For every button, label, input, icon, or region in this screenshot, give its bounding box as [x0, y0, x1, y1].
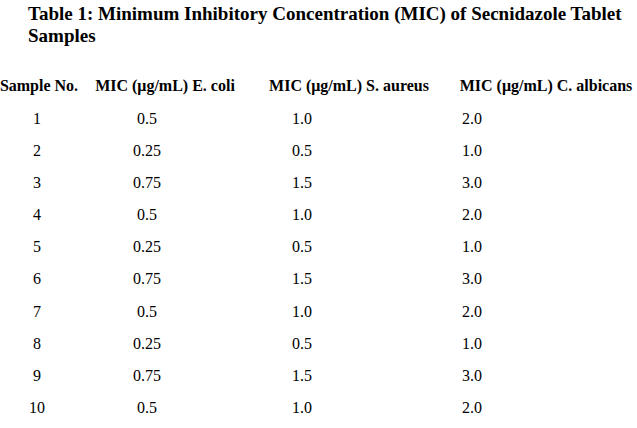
cell-mic-c-albicans: 1.0 — [462, 328, 482, 360]
cell-mic-s-aureus: 0.5 — [292, 328, 312, 360]
cell-mic-s-aureus: 1.0 — [292, 392, 312, 424]
cell-mic-e-coli: 0.25 — [133, 135, 161, 167]
cell-sample-no: 8 — [33, 328, 41, 360]
table-row: 8 0.25 0.5 1.0 — [0, 328, 637, 360]
table-row: 5 0.25 0.5 1.0 — [0, 231, 637, 263]
column-header-sample-no: Sample No. — [0, 76, 78, 96]
cell-mic-c-albicans: 2.0 — [462, 199, 482, 231]
cell-mic-c-albicans: 3.0 — [462, 167, 482, 199]
cell-mic-c-albicans: 2.0 — [462, 103, 482, 135]
cell-mic-e-coli: 0.5 — [137, 103, 157, 135]
cell-mic-s-aureus: 1.0 — [292, 103, 312, 135]
table-row: 10 0.5 1.0 2.0 — [0, 392, 637, 424]
cell-mic-s-aureus: 1.0 — [292, 296, 312, 328]
cell-mic-s-aureus: 1.5 — [292, 167, 312, 199]
cell-sample-no: 3 — [33, 167, 41, 199]
cell-sample-no: 4 — [33, 199, 41, 231]
table-row: 7 0.5 1.0 2.0 — [0, 296, 637, 328]
table-row: 4 0.5 1.0 2.0 — [0, 199, 637, 231]
table-header-row: Sample No. MIC (μg/mL) E. coli MIC (μg/m… — [0, 76, 637, 96]
cell-mic-e-coli: 0.25 — [133, 231, 161, 263]
table-caption: Table 1: Minimum Inhibitory Concentratio… — [28, 3, 633, 47]
table-row: 1 0.5 1.0 2.0 — [0, 103, 637, 135]
cell-mic-c-albicans: 3.0 — [462, 360, 482, 392]
cell-mic-s-aureus: 0.5 — [292, 135, 312, 167]
column-header-mic-c-albicans: MIC (μg/mL) C. albicans — [460, 76, 633, 96]
table-body: 1 0.5 1.0 2.0 2 0.25 0.5 1.0 3 0.75 1.5 … — [0, 103, 637, 425]
cell-mic-e-coli: 0.75 — [133, 360, 161, 392]
cell-mic-e-coli: 0.5 — [137, 296, 157, 328]
cell-mic-e-coli: 0.75 — [133, 263, 161, 295]
cell-mic-c-albicans: 3.0 — [462, 263, 482, 295]
cell-mic-c-albicans: 1.0 — [462, 231, 482, 263]
cell-mic-c-albicans: 2.0 — [462, 392, 482, 424]
cell-mic-s-aureus: 1.5 — [292, 263, 312, 295]
table-row: 3 0.75 1.5 3.0 — [0, 167, 637, 199]
cell-mic-c-albicans: 1.0 — [462, 135, 482, 167]
cell-sample-no: 7 — [33, 296, 41, 328]
cell-mic-c-albicans: 2.0 — [462, 296, 482, 328]
cell-sample-no: 5 — [33, 231, 41, 263]
cell-mic-s-aureus: 1.5 — [292, 360, 312, 392]
cell-sample-no: 1 — [33, 103, 41, 135]
cell-mic-e-coli: 0.25 — [133, 328, 161, 360]
cell-mic-e-coli: 0.75 — [133, 167, 161, 199]
cell-sample-no: 6 — [33, 263, 41, 295]
cell-mic-s-aureus: 1.0 — [292, 199, 312, 231]
cell-mic-e-coli: 0.5 — [137, 199, 157, 231]
cell-sample-no: 10 — [29, 392, 45, 424]
cell-mic-s-aureus: 0.5 — [292, 231, 312, 263]
table-row: 9 0.75 1.5 3.0 — [0, 360, 637, 392]
cell-sample-no: 9 — [33, 360, 41, 392]
table-row: 6 0.75 1.5 3.0 — [0, 263, 637, 295]
column-header-mic-e-coli: MIC (μg/mL) E. coli — [95, 76, 235, 96]
cell-mic-e-coli: 0.5 — [137, 392, 157, 424]
cell-sample-no: 2 — [33, 135, 41, 167]
table-row: 2 0.25 0.5 1.0 — [0, 135, 637, 167]
column-header-mic-s-aureus: MIC (μg/mL) S. aureus — [269, 76, 429, 96]
